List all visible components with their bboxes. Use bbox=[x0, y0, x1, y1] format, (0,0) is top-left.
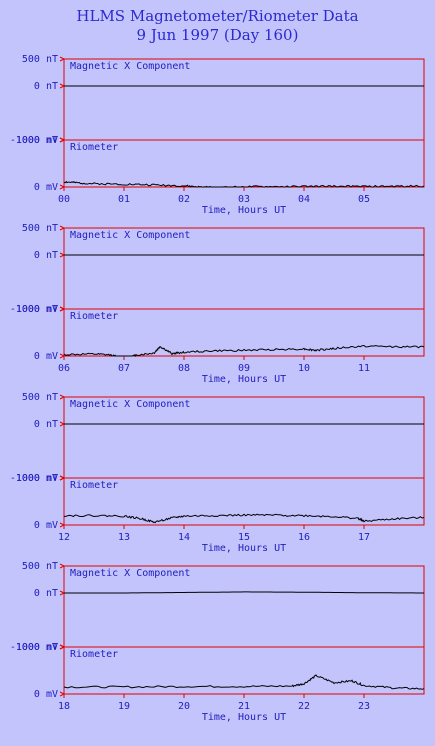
panel-label: Magnetic X Component bbox=[70, 399, 190, 410]
y-tick-mark bbox=[59, 353, 66, 359]
x-tick-label: 19 bbox=[118, 701, 130, 712]
x-tick-label: 11 bbox=[358, 363, 370, 374]
y-tick-mark bbox=[59, 83, 66, 89]
y-tick-label: 1000 mV bbox=[16, 304, 58, 315]
x-axis-title: Time, Hours UT bbox=[202, 205, 286, 216]
y-tick-label: 0 mV bbox=[34, 520, 58, 531]
x-tick-label: 02 bbox=[178, 194, 190, 205]
series-line-riometer bbox=[63, 180, 425, 188]
chart-subtitle: 9 Jun 1997 (Day 160) bbox=[136, 26, 299, 44]
y-tick-mark bbox=[59, 644, 66, 650]
y-tick-label: -1000 nT bbox=[10, 304, 58, 315]
chart-title-block: HLMS Magnetometer/Riometer Data 9 Jun 19… bbox=[0, 7, 435, 45]
x-tick-label: 20 bbox=[178, 701, 190, 712]
y-tick-mark bbox=[59, 475, 66, 481]
x-axis-title: Time, Hours UT bbox=[202, 374, 286, 385]
y-tick-mark bbox=[59, 563, 66, 569]
y-tick-label: -1000 nT bbox=[10, 135, 58, 146]
panel-label: Magnetic X Component bbox=[70, 568, 190, 579]
x-tick-label: 03 bbox=[238, 194, 250, 205]
x-tick-label: 21 bbox=[238, 701, 250, 712]
x-axis-title: Time, Hours UT bbox=[202, 543, 286, 554]
y-tick-label: 0 mV bbox=[34, 182, 58, 193]
y-tick-mark bbox=[59, 590, 66, 596]
x-tick-label: 08 bbox=[178, 363, 190, 374]
x-tick-label: 04 bbox=[298, 194, 310, 205]
y-tick-label: 0 nT bbox=[34, 250, 58, 261]
y-tick-label: 0 nT bbox=[34, 419, 58, 430]
panel-label: Riometer bbox=[70, 142, 118, 153]
x-tick-label: 01 bbox=[118, 194, 130, 205]
x-tick-label: 05 bbox=[358, 194, 370, 205]
panel-label: Magnetic X Component bbox=[70, 61, 190, 72]
y-tick-mark bbox=[59, 306, 66, 312]
x-axis-title: Time, Hours UT bbox=[202, 712, 286, 723]
panel-label: Riometer bbox=[70, 480, 118, 491]
y-tick-mark bbox=[59, 691, 66, 697]
y-tick-label: 1000 mV bbox=[16, 642, 58, 653]
y-tick-label: 0 nT bbox=[34, 81, 58, 92]
y-tick-mark bbox=[59, 56, 66, 62]
x-tick-label: 10 bbox=[298, 363, 310, 374]
x-tick-label: 13 bbox=[118, 532, 130, 543]
series-line-riometer bbox=[63, 674, 425, 690]
series-line-riometer bbox=[63, 344, 425, 357]
series-line-magnetic-x bbox=[64, 591, 424, 594]
x-tick-label: 07 bbox=[118, 363, 130, 374]
y-tick-mark bbox=[59, 421, 66, 427]
x-tick-label: 18 bbox=[58, 701, 70, 712]
series-line-riometer bbox=[64, 513, 425, 524]
panel-label: Riometer bbox=[70, 311, 118, 322]
y-tick-mark bbox=[59, 225, 66, 231]
y-tick-label: 500 nT bbox=[22, 54, 58, 65]
y-tick-label: 500 nT bbox=[22, 223, 58, 234]
x-tick-label: 06 bbox=[58, 363, 70, 374]
x-tick-label: 14 bbox=[178, 532, 190, 543]
x-tick-label: 00 bbox=[58, 194, 70, 205]
y-tick-label: 1000 mV bbox=[16, 135, 58, 146]
y-tick-mark bbox=[59, 137, 66, 143]
y-tick-label: 500 nT bbox=[22, 561, 58, 572]
x-tick-label: 22 bbox=[298, 701, 310, 712]
x-tick-label: 16 bbox=[298, 532, 310, 543]
x-tick-label: 12 bbox=[58, 532, 70, 543]
y-tick-mark bbox=[59, 522, 66, 528]
y-tick-label: 0 mV bbox=[34, 689, 58, 700]
y-tick-mark bbox=[59, 252, 66, 258]
y-tick-mark bbox=[59, 184, 66, 190]
x-tick-label: 23 bbox=[358, 701, 370, 712]
y-tick-label: 500 nT bbox=[22, 392, 58, 403]
panel-label: Magnetic X Component bbox=[70, 230, 190, 241]
x-tick-label: 09 bbox=[238, 363, 250, 374]
y-tick-label: 0 mV bbox=[34, 351, 58, 362]
x-tick-label: 17 bbox=[358, 532, 370, 543]
chart-title: HLMS Magnetometer/Riometer Data bbox=[76, 7, 359, 25]
x-tick-label: 15 bbox=[238, 532, 250, 543]
y-tick-label: 1000 mV bbox=[16, 473, 58, 484]
y-tick-label: -1000 nT bbox=[10, 473, 58, 484]
y-tick-label: -1000 nT bbox=[10, 642, 58, 653]
panel-label: Riometer bbox=[70, 649, 118, 660]
y-tick-label: 0 nT bbox=[34, 588, 58, 599]
y-tick-mark bbox=[59, 394, 66, 400]
